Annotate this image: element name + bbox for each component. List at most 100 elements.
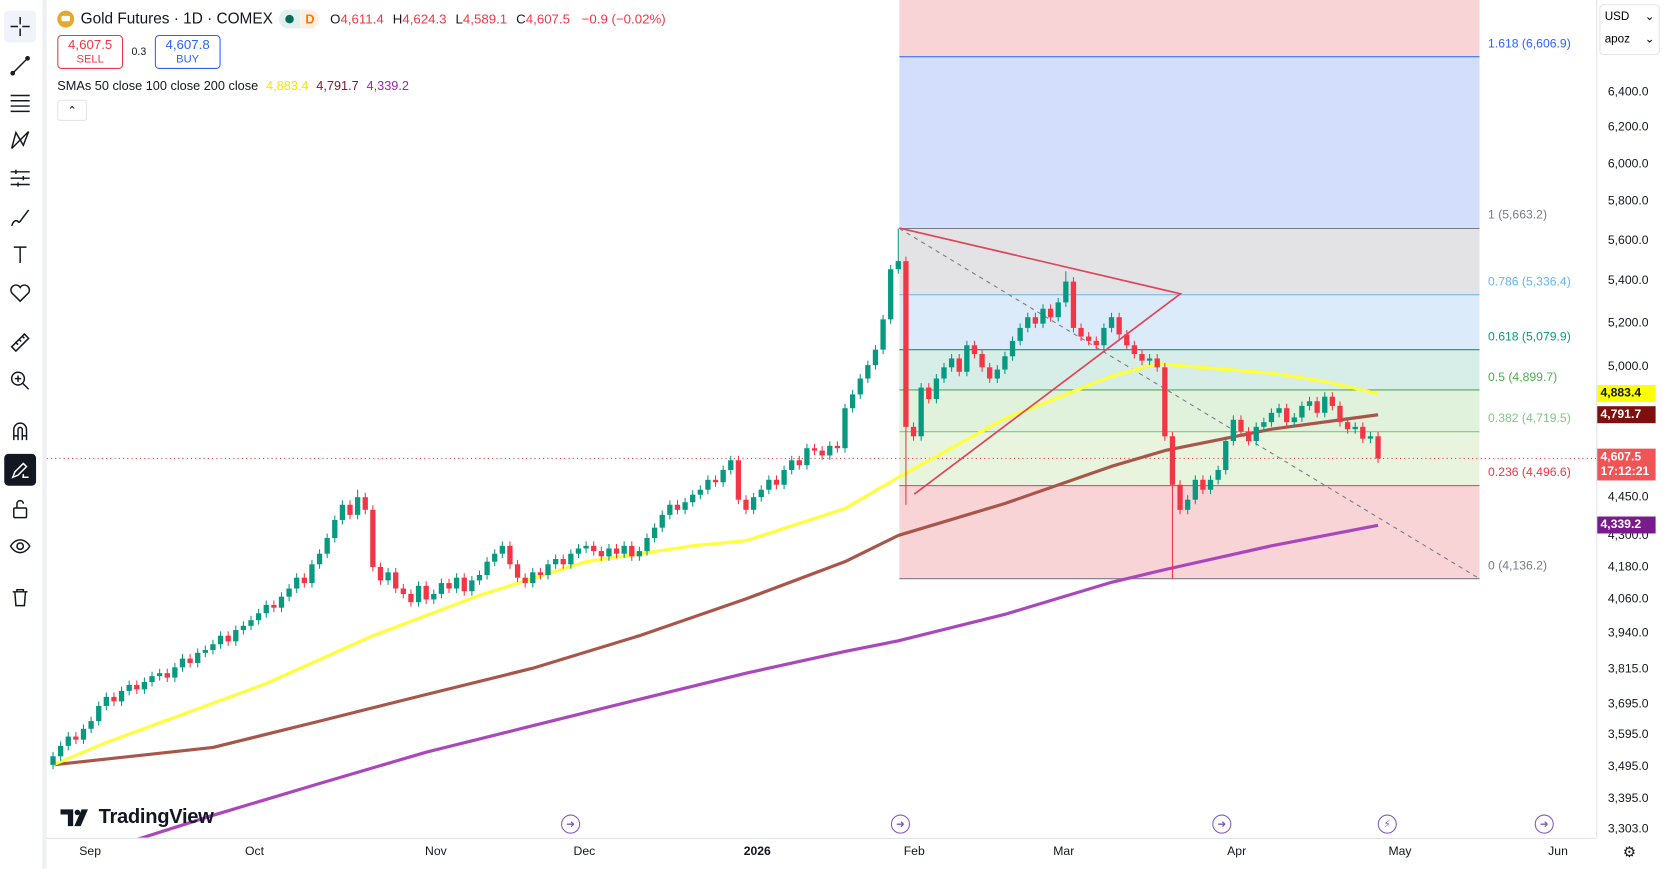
sell-button[interactable]: 4,607.5 SELL [57,34,124,69]
candle-body [1017,327,1023,341]
candle-body [195,652,201,663]
candle-body [743,499,749,510]
candle-body [964,345,970,372]
price-chart[interactable] [46,0,1597,838]
zoom-tool[interactable] [4,365,36,397]
text-tool[interactable] [4,239,36,271]
candle-body [530,572,536,584]
spread-value: 0.3 [131,46,147,58]
buy-button[interactable]: 4,607.8 BUY [154,34,221,69]
candle-body [1192,479,1198,500]
candle-body [819,450,825,456]
candle-body [644,538,650,552]
fib-zone-extension [899,0,1480,57]
collapse-legend-button[interactable]: ⌃ [57,99,87,121]
hide-drawings-tool[interactable] [4,530,36,562]
tradingview-logo[interactable]: TradingView [60,806,214,829]
time-axis[interactable]: Sep Oct Nov Dec 2026 Feb Mar Apr May Jun [46,837,1597,867]
sma200-line [136,523,1379,838]
candle-body [461,577,467,592]
event-arrow-icon: ➜ [1217,818,1227,830]
candle-body [781,469,787,485]
axis-selectors: USD ⌄ apoz ⌄ [1599,4,1660,56]
event-marker[interactable]: ➜ [1212,814,1232,834]
candle-body [1238,419,1244,432]
crosshair-icon [10,16,30,37]
price-axis[interactable]: 6,400.0 6,200.0 6,000.0 5,800.0 5,600.0 5,400… [1596,0,1663,838]
candle-body [1367,436,1374,439]
candle-body [453,577,460,589]
trend-line-tool[interactable] [4,50,36,82]
lock-drawings-tool[interactable] [4,493,36,525]
low-label: L [455,11,463,27]
forecasting-tool[interactable] [4,162,36,194]
candle-body [1230,419,1237,442]
candle-body [1086,336,1092,341]
crosshair-tool[interactable] [4,10,37,43]
time-tick-label: Feb [903,845,925,859]
candle-body [88,721,94,729]
forecasting-icon [10,169,30,187]
time-tick-label: Nov [425,845,447,859]
candle-body [1352,426,1358,430]
price-tick-label: 3,495.0 [1607,760,1649,773]
event-marker[interactable]: ➜ [561,814,581,834]
scale-select[interactable]: apoz ⌄ [1600,28,1658,50]
fib-tool[interactable] [4,87,36,119]
icon-tool[interactable] [4,277,36,309]
candle-body [408,593,414,603]
candle-body [1329,396,1336,406]
fib-zone [899,349,1480,390]
event-marker[interactable]: ⚡ [1377,814,1397,834]
pattern-tool[interactable] [4,124,36,156]
candle-body [1063,281,1069,303]
candle-body [750,497,757,510]
candle-body [613,548,620,554]
candle-body [1207,479,1214,490]
buy-label: BUY [176,53,200,66]
fib-zone [899,56,1480,229]
candle-body [1337,405,1343,423]
tradingview-logo-icon [60,809,89,827]
candle-body [134,684,140,690]
chart-settings-gear-icon[interactable]: ⚙ [1622,843,1637,861]
candle-body [1040,308,1046,324]
candle-body [393,572,399,589]
time-tick-label: Apr [1227,845,1247,859]
triangle-drawing [899,227,1183,495]
event-marker[interactable]: ➜ [1534,814,1554,834]
candle-body [994,369,1000,379]
candle-body [164,673,170,678]
candle-body [552,558,559,565]
candle-body [895,261,901,270]
market-status-badge[interactable]: D [279,9,320,29]
candle-body [1276,408,1282,413]
brush-tool[interactable] [4,202,36,234]
candle-body [667,504,673,515]
event-marker[interactable]: ➜ [890,814,910,834]
candle-body [1306,401,1313,406]
candle-body [849,394,856,409]
candle-body [697,489,703,495]
eye-icon [9,539,31,554]
candle-body [202,649,208,653]
candle-body [1360,426,1366,439]
trash-icon [12,588,28,607]
magnet-tool[interactable] [4,416,36,448]
candle-body [1268,412,1275,423]
sma-indicator-legend[interactable]: SMAs 50 close 100 close 200 close 4,883.… [57,78,665,93]
candle-body [674,504,681,510]
stay-in-drawing-mode-tool[interactable] [4,453,37,486]
measure-tool[interactable] [4,327,36,359]
drawing-toolbar [0,0,47,869]
remove-drawings-tool[interactable] [4,581,36,613]
symbol-title[interactable]: Gold Futures · 1D · COMEX [80,10,273,28]
candle-body [659,514,665,528]
chart-pane[interactable] [46,0,1597,838]
currency-select[interactable]: USD ⌄ [1600,5,1658,27]
candle-body [301,577,307,584]
candle-body [316,553,323,565]
price-tick-label: 3,395.0 [1607,792,1649,806]
low-value: 4,589.1 [462,11,508,27]
candle-body [324,538,330,554]
